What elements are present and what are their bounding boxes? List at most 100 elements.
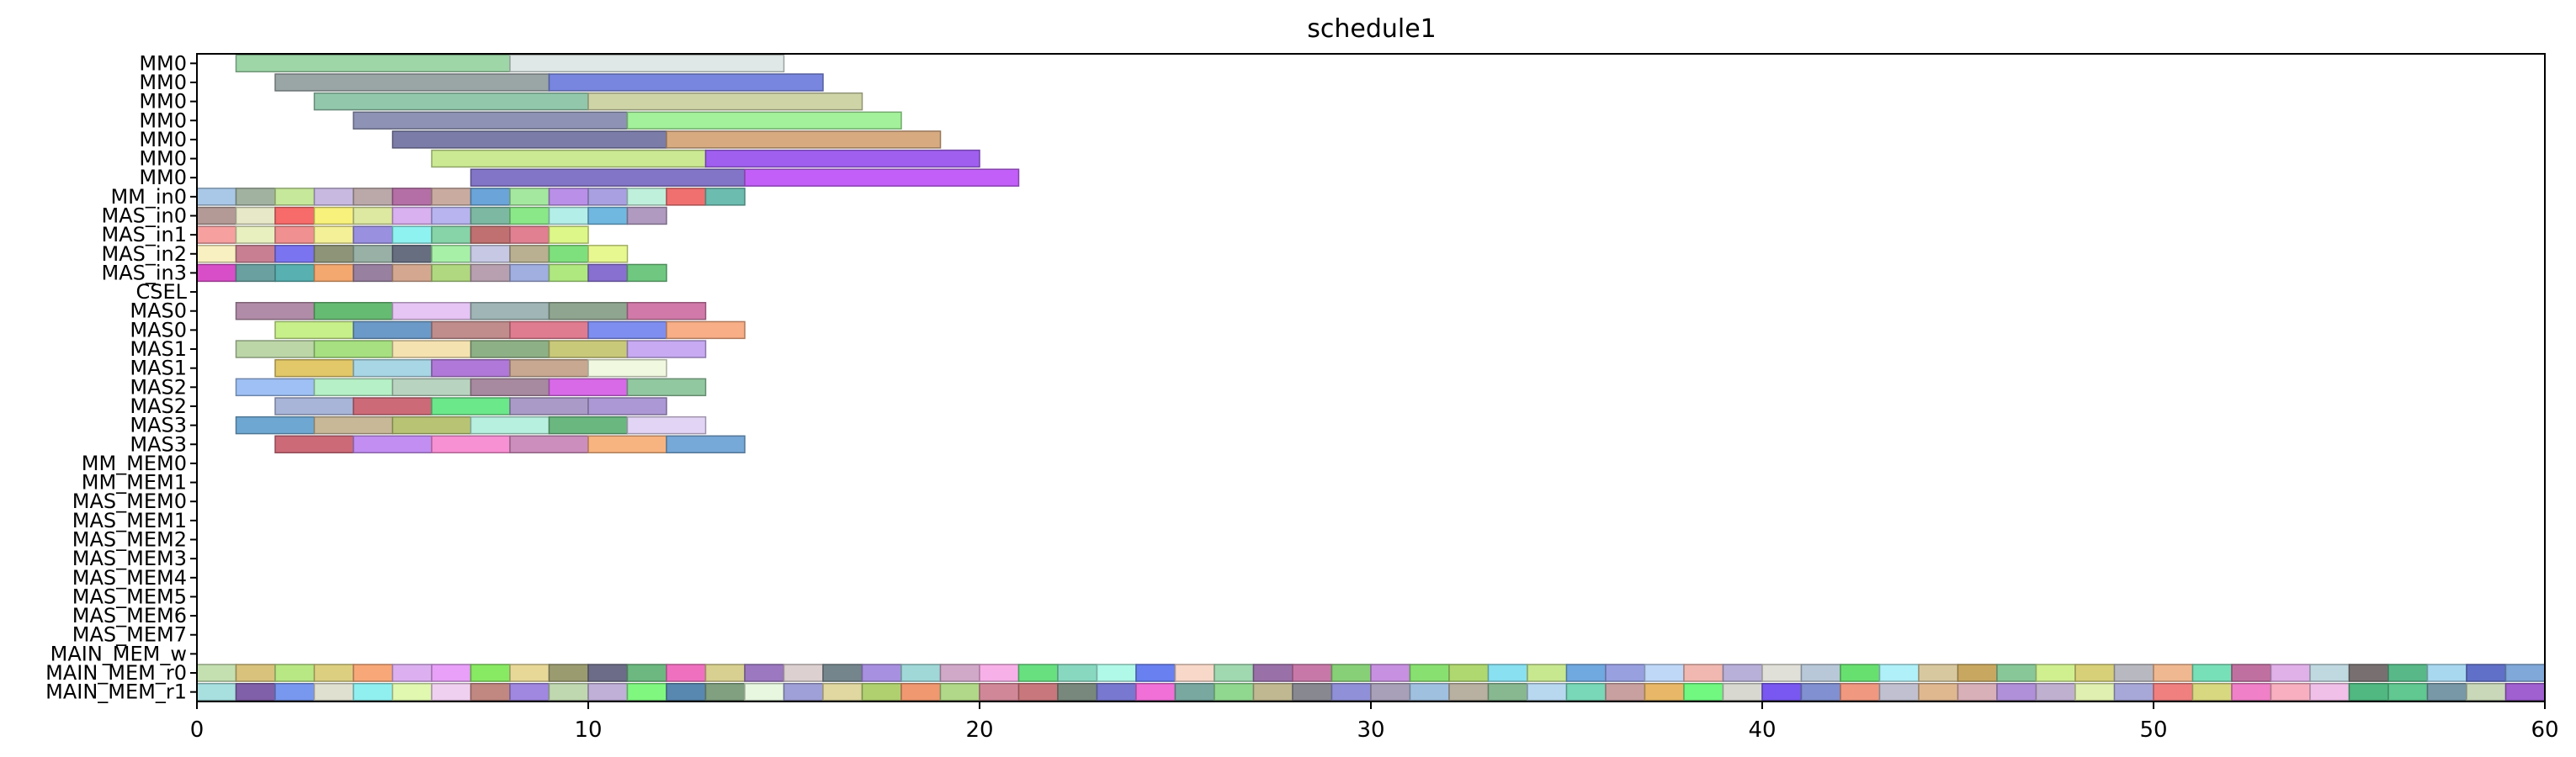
- task-bar-main-mem-r1-21-57: [2426, 682, 2467, 701]
- y-tick-label: MAS_MEM1: [72, 509, 187, 532]
- task-bar-mas0-13-3: [509, 320, 589, 340]
- task-bar-mm-in0-7-3: [313, 188, 354, 206]
- task-bar-mas3-18-2: [391, 416, 472, 435]
- y-tick-label: MAS_MEM0: [72, 490, 187, 513]
- task-bar-mas-in2-10-2: [274, 245, 316, 263]
- task-bar-main-mem-r1-21-13: [704, 682, 746, 701]
- task-bar-main-mem-r1-21-4: [353, 682, 394, 701]
- task-bar-main-mem-r0-20-6: [431, 664, 472, 682]
- task-bar-mas-in2-10-10: [587, 245, 629, 263]
- y-tick-label: MAIN_MEM_w: [50, 642, 187, 665]
- y-tick-label: MM_in0: [110, 185, 187, 209]
- task-bar-mm0-6-0: [470, 168, 746, 187]
- task-bar-main-mem-r1-21-58: [2466, 682, 2507, 701]
- task-bar-main-mem-r1-21-51: [2191, 682, 2233, 701]
- task-bar-main-mem-r1-21-19: [939, 682, 980, 701]
- task-bar-main-mem-r1-21-39: [1722, 682, 1763, 701]
- task-bar-main-mem-r0-20-52: [2231, 664, 2272, 682]
- task-bar-main-mem-r1-21-44: [1918, 682, 1959, 701]
- task-bar-main-mem-r0-20-34: [1527, 664, 1568, 682]
- task-bar-mas0-12-5: [626, 302, 707, 320]
- y-tick-label: MAS_MEM6: [72, 604, 187, 627]
- task-bar-mas-in3-11-2: [274, 263, 316, 283]
- task-bar-mm0-0-1: [509, 54, 785, 73]
- y-tick-label: MAIN_MEM_r1: [45, 680, 187, 704]
- task-bar-mm-in0-7-13: [704, 188, 746, 206]
- y-axis: MM0MM0MM0MM0MM0MM0MM0MM_in0MAS_in0MAS_in…: [45, 51, 197, 704]
- task-bar-main-mem-r0-20-45: [1957, 664, 1998, 682]
- task-bar-mas0-13-4: [587, 320, 667, 340]
- task-bar-main-mem-r1-21-0: [196, 682, 237, 701]
- task-bar-mas3-19-3: [509, 435, 589, 453]
- task-bar-main-mem-r0-20-44: [1918, 664, 1959, 682]
- task-bar-main-mem-r1-21-17: [861, 682, 902, 701]
- task-bar-mas-in2-10-9: [548, 245, 589, 263]
- task-bar-main-mem-r0-20-39: [1722, 664, 1763, 682]
- task-bar-main-mem-r1-21-33: [1487, 682, 1528, 701]
- task-bar-mas-in0-8-10: [587, 206, 629, 225]
- task-bar-mas3-19-1: [353, 435, 433, 453]
- task-bar-main-mem-r0-20-30: [1370, 664, 1411, 682]
- y-tick-label: MM0: [139, 109, 187, 132]
- task-bar-mm-in0-7-8: [509, 188, 550, 206]
- task-bar-main-mem-r1-21-53: [2270, 682, 2311, 701]
- task-bar-main-mem-r0-20-59: [2504, 664, 2546, 682]
- y-tick-label: MAS_in0: [101, 204, 187, 228]
- task-bar-mas1-14-1: [313, 340, 394, 358]
- task-bar-main-mem-r0-20-25: [1174, 664, 1215, 682]
- y-tick-label: MM0: [139, 90, 187, 114]
- y-tick-label: MAS0: [130, 299, 187, 323]
- task-bar-main-mem-r0-20-0: [196, 664, 237, 682]
- task-bar-main-mem-r1-21-8: [509, 682, 550, 701]
- task-bar-main-mem-r0-20-14: [744, 664, 785, 682]
- task-bar-main-mem-r0-20-57: [2426, 664, 2467, 682]
- task-bar-mm0-5-1: [704, 149, 980, 168]
- task-bar-mas-in0-8-7: [470, 206, 511, 225]
- task-bar-main-mem-r1-21-49: [2113, 682, 2154, 701]
- task-bar-mas2-16-3: [470, 378, 550, 397]
- y-tick-label: MAS_MEM5: [72, 585, 187, 608]
- task-bar-mm-in0-7-6: [431, 188, 472, 206]
- task-bar-mm0-6-1: [744, 168, 1020, 187]
- task-bar-main-mem-r0-20-32: [1448, 664, 1490, 682]
- task-bar-main-mem-r1-21-3: [313, 682, 354, 701]
- task-bar-mas-in3-11-5: [391, 263, 433, 283]
- task-bar-main-mem-r1-21-21: [1017, 682, 1059, 701]
- task-bar-main-mem-r0-20-21: [1017, 664, 1059, 682]
- task-bar-main-mem-r0-20-19: [939, 664, 980, 682]
- task-bar-mas1-14-3: [470, 340, 550, 358]
- task-bar-mas0-12-1: [313, 302, 394, 320]
- task-bar-mas3-18-1: [313, 416, 394, 435]
- y-tick-label: MM0: [139, 128, 187, 151]
- task-bar-mas-in3-11-8: [509, 263, 550, 283]
- task-bar-mm0-1-1: [548, 73, 824, 92]
- plot-frame: [196, 53, 2546, 702]
- task-bar-mas-in3-11-9: [548, 263, 589, 283]
- task-bar-main-mem-r1-21-18: [900, 682, 942, 701]
- task-bar-main-mem-r1-21-50: [2153, 682, 2194, 701]
- x-tick-label: 50: [2139, 717, 2167, 743]
- task-bar-mas-in0-8-5: [391, 206, 433, 225]
- task-bar-mas2-17-2: [431, 397, 511, 416]
- task-bar-main-mem-r1-21-16: [822, 682, 863, 701]
- task-bar-main-mem-r0-20-11: [626, 664, 667, 682]
- task-bar-mas-in1-9-4: [353, 225, 394, 244]
- task-bar-mas3-19-2: [431, 435, 511, 453]
- task-bar-main-mem-r0-20-49: [2113, 664, 2154, 682]
- task-bar-main-mem-r0-20-2: [274, 664, 316, 682]
- task-bar-main-mem-r1-21-40: [1761, 682, 1803, 701]
- task-bar-mas1-15-4: [587, 358, 667, 378]
- task-bar-mas-in2-10-0: [196, 245, 237, 263]
- task-bar-mas0-13-5: [666, 320, 746, 340]
- task-bar-mm0-3-0: [353, 111, 629, 130]
- task-bar-main-mem-r0-20-41: [1800, 664, 1841, 682]
- task-bar-main-mem-r0-20-31: [1409, 664, 1450, 682]
- task-bar-mas3-18-5: [626, 416, 707, 435]
- task-bar-mm-in0-7-4: [353, 188, 394, 206]
- task-bar-main-mem-r0-20-47: [2035, 664, 2076, 682]
- y-tick-label: MAS_MEM3: [72, 547, 187, 570]
- task-bar-main-mem-r0-20-46: [1996, 664, 2037, 682]
- task-bar-mas-in0-8-2: [274, 206, 316, 225]
- y-tick-label: MAS3: [130, 414, 187, 437]
- task-bar-mm-in0-7-7: [470, 188, 511, 206]
